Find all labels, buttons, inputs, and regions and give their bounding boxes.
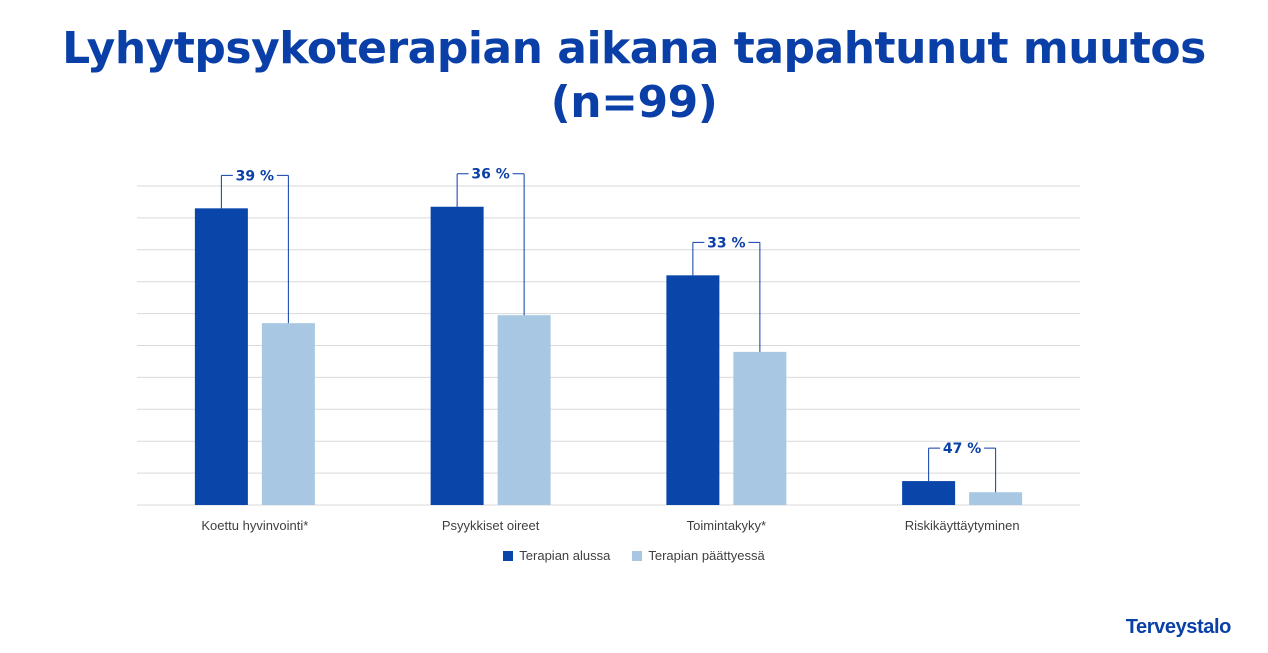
bar-start xyxy=(902,481,956,505)
change-label: 33 % xyxy=(707,235,745,251)
legend-swatch-start xyxy=(503,550,514,561)
bar-end xyxy=(733,351,787,505)
x-tick-label: Riskikäyttäytyminen xyxy=(905,518,1020,533)
change-bracket xyxy=(456,173,525,316)
change-bracket xyxy=(692,242,761,352)
change-label: 36 % xyxy=(471,167,509,183)
legend-item-end: Terapian päättyessä xyxy=(632,548,765,563)
legend-swatch-end xyxy=(632,550,643,561)
bar-start xyxy=(194,208,248,505)
legend-label-start: Terapian alussa xyxy=(519,548,611,563)
change-label: 47 % xyxy=(943,441,981,457)
legend-item-start: Terapian alussa xyxy=(503,548,610,563)
x-tick-label: Toimintakyky* xyxy=(687,518,766,533)
x-tick-label: Koettu hyvinvointi* xyxy=(201,518,308,533)
change-label: 39 % xyxy=(236,168,274,184)
x-tick-label: Psyykkiset oireet xyxy=(442,518,540,533)
bar-end xyxy=(497,315,551,505)
legend-label-end: Terapian päättyessä xyxy=(648,548,765,563)
bar-start xyxy=(666,275,720,505)
bar-end xyxy=(261,323,315,505)
change-bracket xyxy=(220,175,289,324)
page-title: Lyhytpsykoterapian aikana tapahtunut muu… xyxy=(0,22,1268,130)
change-bracket xyxy=(928,448,997,493)
bar-end xyxy=(969,492,1023,505)
page-title-line-2: (n=99) xyxy=(550,77,718,128)
brand-logo: Terveystalo xyxy=(1125,616,1232,638)
chart-legend: Terapian alussa Terapian päättyessä xyxy=(0,548,1268,563)
page-title-line-1: Lyhytpsykoterapian aikana tapahtunut muu… xyxy=(62,23,1206,74)
bar-start xyxy=(430,206,484,506)
